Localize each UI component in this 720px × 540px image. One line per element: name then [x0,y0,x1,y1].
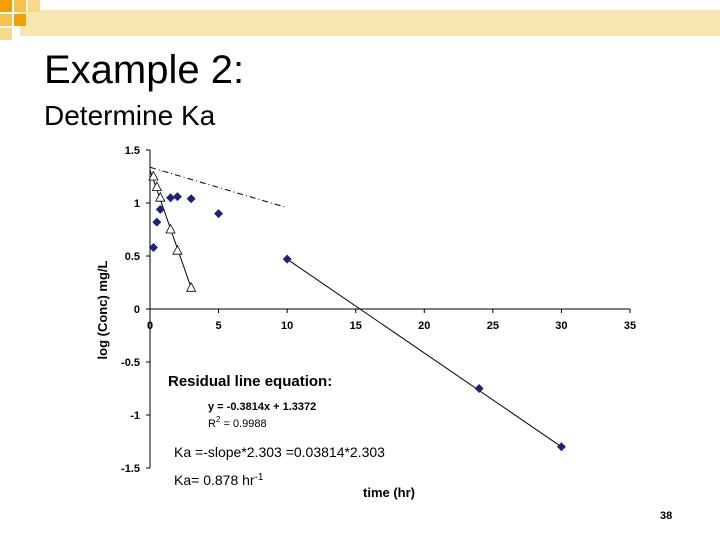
r2-value: = 0.9988 [220,418,266,430]
chart-axes [146,149,631,469]
ka-result-sup: -1 [255,472,264,483]
chart-marks [148,170,566,452]
diamond-point [214,209,224,219]
x-tick-label: 15 [350,320,362,332]
x-tick-label: 20 [418,320,430,332]
ka-result-prefix: Ka= 0.878 hr [174,472,255,488]
y-tick-label: -0.5 [121,357,140,369]
diamond-point [186,194,196,204]
dashdot-line [149,166,288,209]
corner-square-4 [14,14,26,26]
y-tick-label: 0.5 [125,251,140,263]
equation-label: y = -0.3814x + 1.3372 [208,401,316,413]
triangle-point [155,191,166,202]
diamond-point [474,384,484,393]
diamond-point [166,193,176,203]
x-tick-label: 0 [147,320,153,332]
r2-label: R2 = 0.9988 [208,415,267,430]
diamond-point [152,217,162,227]
x-tick-label: 10 [281,320,293,332]
diamond-point [556,442,566,452]
diamond-point [172,192,182,202]
corner-square-5 [0,28,12,40]
x-tick-label: 35 [624,320,636,332]
slide-subtitle: Determine Ka [44,100,216,131]
chart-labels: 1.5 1 0.5 0 -0.5 -1 -1.5 0 5 10 15 20 25 30 35 log (Con… [95,145,636,500]
corner-decoration [0,0,720,50]
x-axis-label: time (hr) [363,485,415,500]
triangle-point [148,170,159,181]
corner-square-6 [28,0,40,12]
y-axis-label: log (Conc) mg/L [95,260,110,359]
corner-square-2 [14,0,26,12]
y-tick-label: 1 [134,198,140,210]
y-tick-label: -1.5 [121,463,140,475]
page-number: 38 [660,510,673,522]
corner-square-1 [0,0,12,12]
triangle-point [165,223,176,234]
trend-line [286,258,562,448]
triangle-point [151,181,163,192]
top-bar [20,10,720,36]
y-tick-label: -1 [130,410,140,422]
residual-title: Residual line equation: [168,373,332,390]
x-tick-label: 5 [216,320,222,332]
x-tick-label: 30 [555,320,567,332]
ka-calc-label: Ka =-slope*2.303 =0.03814*2.303 [174,444,385,460]
r2-prefix: R [208,418,216,430]
y-tick-label: 0 [134,304,140,316]
diamond-point [282,254,292,264]
triangle-point [172,244,183,255]
slide-title: Example 2: [44,48,245,92]
y-tick-label: 1.5 [125,145,140,157]
ka-result-label: Ka= 0.878 hr-1 [174,472,264,488]
x-tick-label: 25 [487,320,499,332]
triangle-point [185,281,197,292]
corner-square-3 [0,14,12,26]
diamond-point [155,204,165,214]
r2-sup: 2 [216,415,221,424]
diamond-point [148,243,158,253]
